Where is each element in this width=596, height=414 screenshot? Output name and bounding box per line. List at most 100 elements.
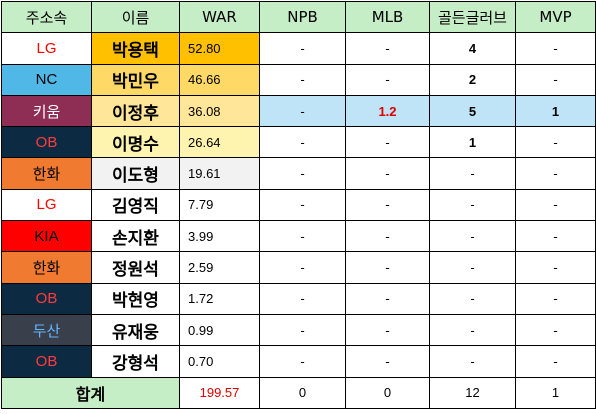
table-row: OB 이명수 26.64- -1- (1, 126, 596, 159)
golden-glove-value: - (429, 251, 516, 284)
mlb-value: - (345, 188, 430, 222)
npb-value: - (259, 157, 346, 190)
npb-value: - (259, 94, 346, 128)
mvp-value: - (515, 345, 596, 378)
npb-value: - (259, 345, 346, 378)
golden-glove-value: 1 (429, 126, 516, 159)
player-name: 정원석 (91, 251, 180, 284)
war-value: 46.66 (179, 63, 260, 96)
team-cell: LG (1, 32, 92, 65)
mvp-value: - (515, 313, 596, 347)
header-npb: NPB (259, 0, 346, 34)
golden-glove-value: - (429, 157, 516, 190)
total-npb: 0 (259, 376, 346, 409)
header-war: WAR (179, 0, 260, 34)
header-team: 주소속 (1, 0, 92, 34)
team-cell: 한화 (1, 157, 92, 190)
team-cell: KIA (1, 220, 92, 253)
golden-glove-value: - (429, 345, 516, 378)
team-cell: LG (1, 188, 92, 222)
table-row: 키움 이정후 36.08-1.2 5 1 (1, 94, 596, 128)
golden-glove-value: 5 (429, 94, 516, 128)
team-cell: 키움 (1, 94, 92, 128)
table-row: 한화 정원석 2.59- - - - (1, 251, 596, 284)
mlb-value: - (345, 126, 430, 159)
table-row: 두산 유재웅 0.99- - - - (1, 313, 596, 347)
player-name: 강형석 (91, 345, 180, 378)
golden-glove-value: 4 (429, 32, 516, 65)
team-cell: OB (1, 345, 92, 378)
table-row: NC 박민우 46.66- -2- (1, 63, 596, 96)
table-row: LG 김영직 7.79- - - - (1, 188, 596, 222)
total-mlb: 0 (345, 376, 430, 409)
war-value: 52.80 (179, 32, 260, 65)
header-golden-glove: 골든글러브 (429, 0, 516, 34)
mlb-value: - (345, 345, 430, 378)
table-row: KIA 손지환 3.99- - - - (1, 220, 596, 253)
npb-value: - (259, 188, 346, 222)
header-mlb: MLB (345, 0, 430, 34)
total-row: 합계 199.57 0 0 12 1 (1, 376, 596, 409)
mvp-value: - (515, 188, 596, 222)
golden-glove-value: - (429, 220, 516, 253)
mlb-value: - (345, 220, 430, 253)
mlb-value: - (345, 32, 430, 65)
total-label: 합계 (1, 376, 180, 409)
header-row: 주소속 이름 WAR NPB MLB 골든글러브 MVP (1, 0, 596, 34)
team-cell: NC (1, 63, 92, 96)
table-row: 한화 이도형 19.61- - - - (1, 157, 596, 190)
mlb-value: - (345, 251, 430, 284)
war-value: 36.08 (179, 94, 260, 128)
golden-glove-value: 2 (429, 63, 516, 96)
golden-glove-value: - (429, 313, 516, 347)
team-cell: 한화 (1, 251, 92, 284)
golden-glove-value: - (429, 188, 516, 222)
mvp-value: - (515, 220, 596, 253)
mvp-value: - (515, 251, 596, 284)
npb-value: - (259, 313, 346, 347)
player-name: 손지환 (91, 220, 180, 253)
header-mvp: MVP (515, 0, 596, 34)
mlb-value: - (345, 282, 430, 315)
player-name: 유재웅 (91, 313, 180, 347)
war-value: 2.59 (179, 251, 260, 284)
npb-value: - (259, 220, 346, 253)
player-name: 이도형 (91, 157, 180, 190)
mlb-value: - (345, 157, 430, 190)
mlb-value: 1.2 (345, 94, 430, 128)
npb-value: - (259, 126, 346, 159)
war-value: 19.61 (179, 157, 260, 190)
golden-glove-value: - (429, 282, 516, 315)
player-name: 박현영 (91, 282, 180, 315)
npb-value: - (259, 32, 346, 65)
mlb-value: - (345, 313, 430, 347)
table-row: LG 박용택 52.80- -4- (1, 32, 596, 65)
npb-value: - (259, 282, 346, 315)
war-value: 0.99 (179, 313, 260, 347)
table-row: OB 박현영 1.72- - - - (1, 282, 596, 315)
mvp-value: - (515, 32, 596, 65)
mvp-value: - (515, 126, 596, 159)
table-row: OB 강형석 0.70- - - - (1, 345, 596, 378)
player-name: 이명수 (91, 126, 180, 159)
team-cell: 두산 (1, 313, 92, 347)
mvp-value: - (515, 157, 596, 190)
mvp-value: - (515, 63, 596, 96)
war-value: 3.99 (179, 220, 260, 253)
header-name: 이름 (91, 0, 180, 34)
war-value: 1.72 (179, 282, 260, 315)
total-war: 199.57 (179, 376, 260, 409)
war-value: 7.79 (179, 188, 260, 222)
mvp-value: - (515, 282, 596, 315)
mvp-value: 1 (515, 94, 596, 128)
mlb-value: - (345, 63, 430, 96)
npb-value: - (259, 251, 346, 284)
npb-value: - (259, 63, 346, 96)
player-name: 김영직 (91, 188, 180, 222)
war-value: 26.64 (179, 126, 260, 159)
total-mvp: 1 (515, 376, 596, 409)
total-golden-glove: 12 (429, 376, 516, 409)
player-name: 이정후 (91, 94, 180, 128)
